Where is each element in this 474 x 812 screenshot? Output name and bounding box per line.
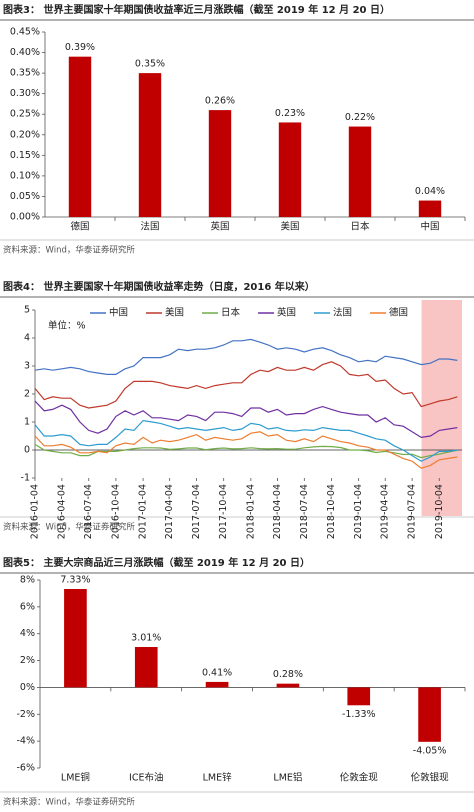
y-tick-label: 4% bbox=[20, 628, 35, 639]
value-label: 0.04% bbox=[415, 186, 445, 197]
y-tick-label: 2% bbox=[20, 655, 35, 666]
bar bbox=[418, 200, 442, 217]
series-line bbox=[34, 338, 458, 375]
bar bbox=[134, 647, 158, 688]
y-tick-label: 0.05% bbox=[10, 191, 40, 202]
x-tick-label: 美国 bbox=[280, 221, 299, 233]
x-tick-label: 2017-04-04 bbox=[164, 484, 175, 539]
y-tick-label: 0.00% bbox=[10, 212, 40, 223]
y-tick-label: 0.35% bbox=[10, 68, 40, 79]
series-line bbox=[34, 361, 458, 409]
figure-title: 图表4： 世界主要国家十年期国债收益率走势（日度，2016 年以来） bbox=[3, 280, 315, 293]
source-note: 资料来源：Wind，华泰证券研究所 bbox=[3, 797, 135, 808]
x-tick-label: LME铜 bbox=[61, 772, 90, 784]
y-tick-label: 0.45% bbox=[10, 27, 40, 38]
y-tick-label: -1 bbox=[21, 473, 30, 484]
x-tick-label: 2016-04-04 bbox=[56, 484, 67, 539]
y-tick-label: 8% bbox=[20, 575, 35, 586]
value-label: 0.26% bbox=[205, 96, 235, 107]
figure-title: 图表3： 世界主要国家十年期国债收益率近三月涨跌幅（截至 2019 年 12 月… bbox=[3, 3, 390, 16]
x-tick-label: 2016-10-04 bbox=[110, 484, 121, 539]
value-label: 0.35% bbox=[135, 59, 165, 70]
y-tick-label: 4 bbox=[24, 333, 30, 344]
source-note: 资料来源：Wind，华泰证券研究所 bbox=[3, 522, 135, 533]
bar bbox=[278, 122, 302, 217]
x-tick-label: ICE布油 bbox=[129, 772, 163, 784]
y-tick-label: -2% bbox=[17, 709, 36, 720]
y-tick-label: 0.30% bbox=[10, 88, 40, 99]
x-tick-label: 英国 bbox=[210, 221, 229, 233]
value-label: 0.22% bbox=[345, 112, 375, 123]
bar bbox=[64, 588, 87, 688]
bar bbox=[205, 681, 229, 688]
y-tick-label: 0.40% bbox=[10, 47, 40, 58]
x-tick-label: 伦敦金现 bbox=[340, 772, 379, 784]
y-tick-label: 1 bbox=[24, 417, 30, 428]
legend-label: 法国 bbox=[333, 307, 352, 319]
y-tick-label: 0.25% bbox=[10, 109, 40, 120]
value-label: 0.39% bbox=[65, 42, 95, 53]
bar bbox=[347, 687, 371, 706]
legend-label: 德国 bbox=[389, 307, 408, 319]
bar bbox=[138, 73, 162, 217]
value-label: 0.28% bbox=[273, 669, 303, 680]
series-line bbox=[34, 419, 458, 462]
y-tick-label: 0% bbox=[20, 682, 35, 693]
highlight-band bbox=[421, 300, 462, 516]
value-label: -1.33% bbox=[342, 709, 376, 720]
x-tick-label: 2019-07-04 bbox=[407, 484, 418, 539]
value-label: 7.33% bbox=[60, 574, 90, 585]
x-tick-label: 2018-10-04 bbox=[326, 484, 337, 539]
source-note: 资料来源：Wind，华泰证券研究所 bbox=[3, 245, 135, 256]
series-line bbox=[34, 431, 458, 469]
y-tick-label: 2 bbox=[24, 389, 30, 400]
unit-annotation: 单位：% bbox=[48, 320, 86, 332]
y-tick-label: 6% bbox=[20, 601, 35, 612]
y-tick-label: 0.10% bbox=[10, 170, 40, 181]
x-tick-label: 2016-01-04 bbox=[30, 484, 41, 539]
y-tick-label: 0.15% bbox=[10, 150, 40, 161]
y-tick-label: 0 bbox=[24, 445, 30, 456]
x-tick-label: 2019-10-04 bbox=[434, 484, 445, 539]
y-tick-label: 3 bbox=[24, 361, 30, 372]
x-tick-label: 德国 bbox=[70, 221, 89, 233]
x-tick-label: 日本 bbox=[350, 221, 370, 233]
value-label: 0.23% bbox=[275, 108, 305, 119]
value-label: 3.01% bbox=[131, 633, 161, 644]
x-tick-label: LME锌 bbox=[203, 772, 232, 784]
x-tick-label: 2017-07-04 bbox=[191, 484, 202, 539]
bar bbox=[208, 110, 232, 217]
series-line bbox=[34, 443, 458, 459]
x-tick-label: 2018-07-04 bbox=[299, 484, 310, 539]
value-label: -4.05% bbox=[413, 745, 447, 756]
x-tick-label: 2019-01-04 bbox=[353, 484, 364, 539]
bar bbox=[348, 126, 372, 217]
y-tick-label: -6% bbox=[17, 763, 36, 774]
y-tick-label: -4% bbox=[17, 736, 36, 747]
value-label: 0.41% bbox=[202, 667, 232, 678]
bar bbox=[276, 683, 300, 688]
y-tick-label: 5 bbox=[24, 305, 30, 316]
x-tick-label: 2018-01-04 bbox=[245, 484, 256, 539]
series-line bbox=[34, 400, 458, 439]
legend-label: 日本 bbox=[221, 307, 241, 319]
y-tick-label: 0.20% bbox=[10, 129, 40, 140]
x-tick-label: 2019-04-04 bbox=[380, 484, 391, 539]
bar bbox=[68, 56, 92, 217]
x-tick-label: 中国 bbox=[420, 221, 439, 233]
legend-label: 美国 bbox=[165, 307, 184, 319]
bar bbox=[418, 687, 441, 742]
x-tick-label: 法国 bbox=[140, 221, 159, 233]
x-tick-label: 2017-10-04 bbox=[218, 484, 229, 539]
x-tick-label: 伦敦银现 bbox=[411, 772, 450, 784]
x-tick-label: LME铝 bbox=[273, 772, 302, 784]
figure-title: 图表5： 主要大宗商品近三月涨跌幅（截至 2019 年 12 月 20 日） bbox=[3, 556, 310, 569]
legend-label: 中国 bbox=[109, 307, 128, 319]
x-tick-label: 2017-01-04 bbox=[138, 484, 149, 539]
legend-label: 英国 bbox=[277, 307, 296, 319]
x-tick-label: 2018-04-04 bbox=[272, 484, 283, 539]
x-tick-label: 2016-07-04 bbox=[83, 484, 94, 539]
